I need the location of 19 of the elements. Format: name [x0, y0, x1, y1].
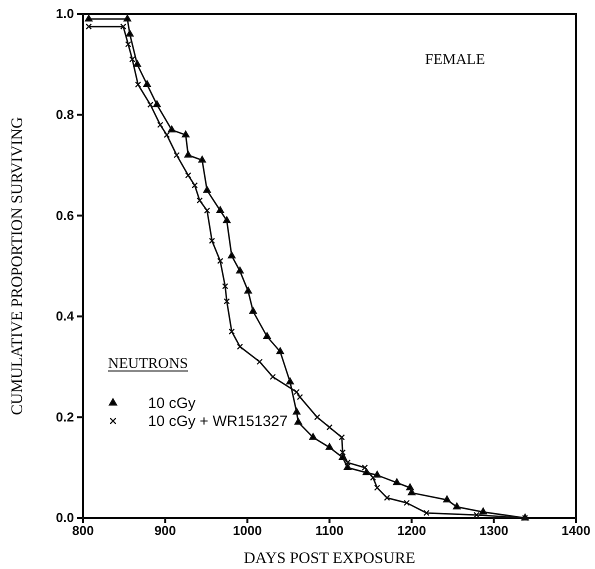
- y-tick-label: 0.2: [56, 409, 74, 424]
- x-tick-label: 1200: [397, 523, 426, 538]
- annotation: FEMALE: [425, 52, 485, 68]
- x-tick-label: 1400: [562, 523, 590, 538]
- x-tick-label: 1100: [315, 523, 344, 538]
- x-tick-label: 900: [154, 523, 176, 538]
- legend-title: NEUTRONS: [108, 356, 188, 372]
- y-tick-label: 0.4: [56, 308, 75, 324]
- y-tick-label: 1.0: [56, 6, 74, 22]
- x-axis-title: DAYS POST EXPOSURE: [244, 550, 416, 567]
- legend-label: 10 cGy: [148, 395, 196, 412]
- y-tick-label: 0.6: [56, 208, 74, 223]
- y-tick-label: 0.8: [56, 106, 74, 122]
- legend-label: 10 cGy + WR151327: [148, 413, 288, 430]
- x-tick-label: 1000: [232, 523, 262, 538]
- x-tick-label: 1300: [479, 523, 508, 538]
- x-tick-label: 800: [72, 523, 94, 538]
- y-axis-title: CUMULATIVE PROPORTION SURVIVING: [9, 116, 26, 416]
- y-tick-label: 0.0: [56, 510, 74, 526]
